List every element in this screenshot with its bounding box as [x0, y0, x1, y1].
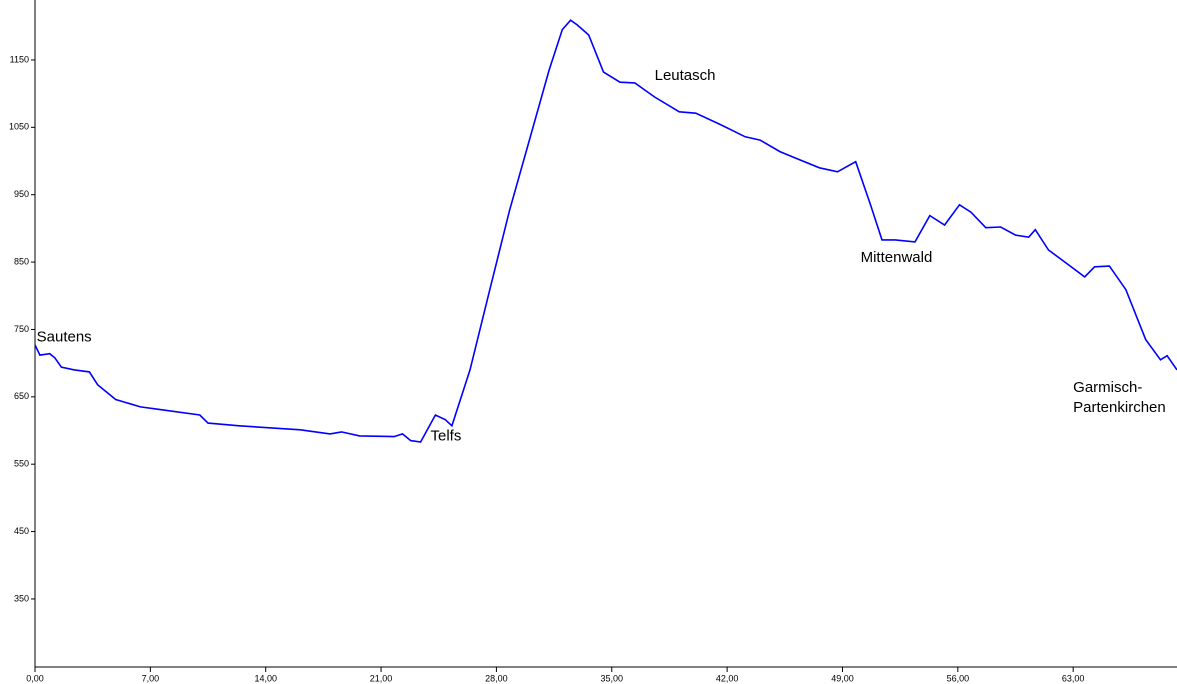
x-tick-label: 14,00	[254, 673, 277, 683]
place-label: Telfs	[430, 428, 461, 445]
x-tick-label: 49,00	[831, 673, 854, 683]
y-tick-label: 450	[14, 526, 29, 536]
y-tick-label: 750	[14, 324, 29, 334]
y-tick-label: 550	[14, 459, 29, 469]
x-tick-label: 35,00	[601, 673, 624, 683]
place-label: Garmisch-	[1073, 379, 1142, 396]
place-label: Partenkirchen	[1073, 399, 1166, 416]
place-label: Mittenwald	[861, 249, 933, 266]
x-tick-label: 21,00	[370, 673, 393, 683]
y-tick-label: 350	[14, 593, 29, 603]
y-tick-label: 850	[14, 256, 29, 266]
place-label: Leutasch	[655, 67, 716, 84]
y-tick-label: 1150	[10, 54, 29, 64]
place-label: Sautens	[37, 329, 92, 346]
x-tick-label: 0,00	[26, 673, 44, 683]
elevation-line	[34, 19, 1177, 443]
x-tick-label: 42,00	[716, 673, 739, 683]
x-tick-label: 7,00	[142, 673, 160, 683]
x-tick-label: 28,00	[485, 673, 508, 683]
y-tick-label: 950	[14, 189, 29, 199]
y-tick-label: 650	[14, 391, 29, 401]
x-tick-label: 63,00	[1062, 673, 1085, 683]
y-tick-label: 1050	[9, 122, 29, 132]
x-tick-label: 56,00	[947, 673, 970, 683]
